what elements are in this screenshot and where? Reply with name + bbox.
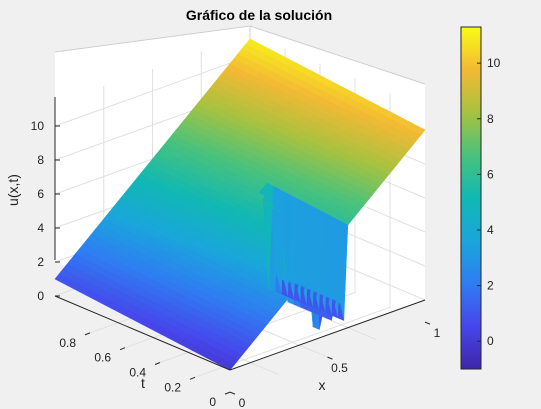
x-tick-mark — [327, 356, 333, 360]
colorbar-tick-label: 10 — [487, 56, 501, 70]
y-tick-label: 0.4 — [129, 366, 146, 380]
colorbar: 0 2 4 6 8 10 — [460, 26, 501, 370]
axis-lines — [54, 97, 426, 371]
y-tick-mark — [119, 347, 126, 351]
x-tick-mark — [424, 321, 431, 325]
z-tick-label: 2 — [37, 255, 44, 269]
colorbar-tick-label: 6 — [487, 167, 494, 181]
x-tick-mark — [229, 391, 236, 395]
tick-labels: 0 2 4 6 8 10 0 0.2 0.4 0.6 0.8 0 0.5 1 — [31, 119, 441, 409]
y-tick-label: 0.2 — [164, 380, 181, 394]
colorbar-tick-label: 2 — [487, 279, 494, 293]
z-tick-label: 0 — [37, 289, 44, 303]
surface-patch — [54, 273, 66, 283]
y-tick-mark — [224, 391, 231, 395]
z-tick-label: 10 — [31, 119, 45, 133]
colorbar-tick-label: 8 — [487, 112, 494, 126]
x-axis-label: x — [319, 377, 326, 393]
z-axis-label: u(x,t) — [5, 174, 21, 206]
colorbar-tick-label: 0 — [487, 334, 494, 348]
y-tick-label: 0.6 — [94, 351, 111, 365]
y-tick-mark — [84, 332, 91, 336]
y-tick-label: 0.8 — [59, 336, 76, 350]
colorbar-gradient — [460, 26, 482, 370]
z-tick-label: 6 — [37, 187, 44, 201]
x-tick-label: 0.5 — [331, 361, 348, 375]
surface-plot — [54, 38, 426, 371]
chart-title: Gráfico de la solución — [186, 7, 332, 23]
z-tick-label: 8 — [37, 153, 44, 167]
x-tick-label: 1 — [434, 326, 441, 340]
y-axis-label: t — [141, 375, 145, 391]
x-tick-label: 0 — [239, 396, 246, 409]
y-tick-mark — [189, 376, 196, 380]
y-tick-label: 0 — [209, 395, 216, 409]
colorbar-tick-label: 4 — [487, 223, 494, 237]
colorbar-ticks: 0 2 4 6 8 10 — [477, 56, 501, 348]
y-tick-mark — [154, 362, 161, 365]
z-tick-label: 4 — [37, 221, 44, 235]
